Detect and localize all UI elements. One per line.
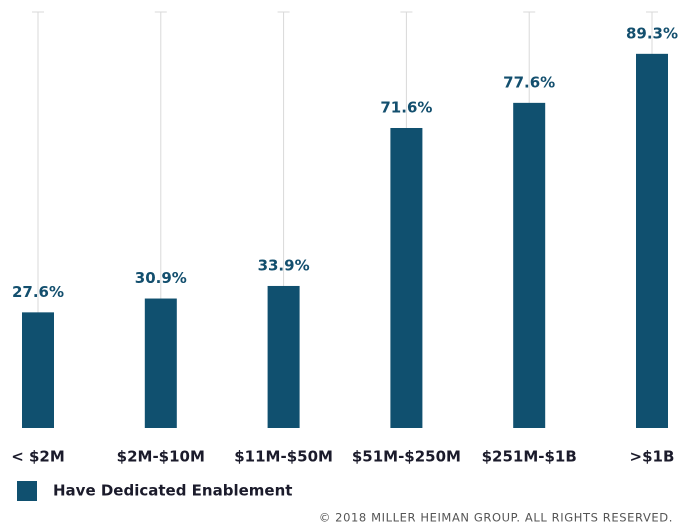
x-tick-label: $11M-$50M	[234, 448, 333, 466]
bar	[267, 285, 300, 428]
x-tick-label: < $2M	[11, 448, 65, 466]
bar	[144, 298, 177, 428]
value-label: 30.9%	[135, 269, 187, 287]
x-tick-label: >$1B	[630, 448, 675, 466]
bar	[390, 127, 423, 428]
bar	[513, 102, 546, 428]
footer: © 2018 MILLER HEIMAN GROUP. ALL RIGHTS R…	[319, 511, 673, 525]
x-tick-label: $51M-$250M	[352, 448, 461, 466]
value-label: 77.6%	[503, 73, 555, 91]
legend-swatch	[17, 481, 37, 501]
x-tick-label: $2M-$10M	[117, 448, 205, 466]
value-label: 33.9%	[258, 256, 310, 274]
x-tick-label: $251M-$1B	[482, 448, 577, 466]
bar	[636, 53, 668, 428]
bar	[22, 312, 54, 428]
value-label: 27.6%	[12, 283, 64, 301]
legend-label: Have Dedicated Enablement	[53, 482, 292, 500]
value-label: 89.3%	[626, 24, 678, 42]
value-label: 71.6%	[380, 98, 432, 116]
